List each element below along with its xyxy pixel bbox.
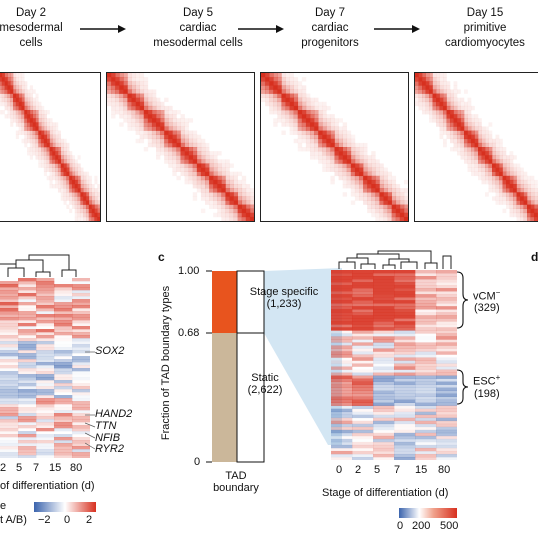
cluster-bracket bbox=[456, 271, 469, 405]
y-tick-label: 0.68 bbox=[178, 327, 200, 339]
static-label: Static (2,622) bbox=[247, 372, 283, 396]
left-x-tick: 15 bbox=[49, 462, 62, 474]
left-legend-title: e bbox=[0, 500, 7, 512]
heatmap-x-tick: 15 bbox=[415, 464, 428, 476]
left-colorbar-tick: 0 bbox=[64, 514, 71, 526]
left-x-tick: 80 bbox=[70, 462, 83, 474]
gene-label-ttn: TTN bbox=[95, 420, 117, 432]
y-tick-label: 0 bbox=[194, 456, 201, 468]
panel-c-frame bbox=[206, 268, 342, 463]
left-x-tick: 2 bbox=[0, 462, 7, 474]
y-tick-label: 1.00 bbox=[178, 265, 200, 277]
stage-label-day2: Day 2 mesodermal cells bbox=[0, 7, 63, 49]
cluster-label-vcm: vCM− bbox=[473, 288, 501, 303]
heatmap-colorbar-tick: 200 bbox=[412, 520, 431, 532]
hic-map-day7 bbox=[260, 72, 409, 222]
cluster-count-esc: (198) bbox=[474, 388, 500, 400]
heatmap-x-axis-label: Stage of differentiation (d) bbox=[322, 487, 449, 499]
left-colorbar-tick: −2 bbox=[38, 514, 51, 526]
left-legend-sub: t A/B) bbox=[0, 514, 27, 526]
left-colorbar bbox=[34, 502, 96, 512]
gene-label-hand2: HAND2 bbox=[95, 408, 133, 420]
stage-label-day15: Day 15 primitive cardiomyocytes bbox=[445, 7, 525, 49]
gene-label-sox2: SOX2 bbox=[95, 345, 125, 357]
left-heatmap bbox=[0, 278, 90, 458]
stage-specific-label: Stage specific (1,233) bbox=[249, 286, 319, 310]
hic-map-day5 bbox=[106, 72, 255, 222]
heatmap-x-tick: 2 bbox=[355, 464, 362, 476]
heatmap-colorbar-tick: 500 bbox=[440, 520, 459, 532]
left-dendrogram bbox=[0, 254, 77, 277]
heatmap-colorbar bbox=[399, 508, 457, 518]
hic-map-day2 bbox=[0, 72, 101, 222]
heatmap-dendrogram bbox=[338, 250, 452, 269]
arrow-icon bbox=[374, 25, 420, 33]
stage-label-day5: Day 5 cardiac mesodermal cells bbox=[153, 7, 243, 49]
heatmap-colorbar-tick: 0 bbox=[397, 520, 404, 532]
left-colorbar-tick: 2 bbox=[86, 514, 93, 526]
heatmap-x-tick: 5 bbox=[374, 464, 381, 476]
arrow-icon bbox=[80, 25, 126, 33]
left-x-tick: 7 bbox=[33, 462, 40, 474]
heatmap-x-tick: 0 bbox=[336, 464, 343, 476]
arrow-icon bbox=[238, 25, 284, 33]
cluster-count-vcm: (329) bbox=[474, 302, 500, 314]
panel-letter-d-partial: d bbox=[531, 250, 538, 264]
stage-label-day7: Day 7 cardiac progenitors bbox=[301, 7, 359, 49]
panel-letter-c: c bbox=[158, 250, 165, 264]
gene-label-nfib: NFIB bbox=[95, 432, 121, 444]
hic-map-day15 bbox=[414, 72, 538, 222]
heatmap-x-tick: 80 bbox=[438, 464, 451, 476]
tad-boundary-label: TAD boundary bbox=[213, 470, 259, 494]
boundary-heatmap bbox=[331, 270, 457, 460]
cluster-label-esc: ESC+ bbox=[473, 373, 501, 388]
left-x-axis-label: of differentiation (d) bbox=[0, 480, 95, 492]
heatmap-x-tick: 7 bbox=[394, 464, 401, 476]
left-x-tick: 5 bbox=[16, 462, 23, 474]
gene-label-ryr2: RYR2 bbox=[95, 443, 124, 455]
gene-leader-lines bbox=[85, 351, 96, 450]
